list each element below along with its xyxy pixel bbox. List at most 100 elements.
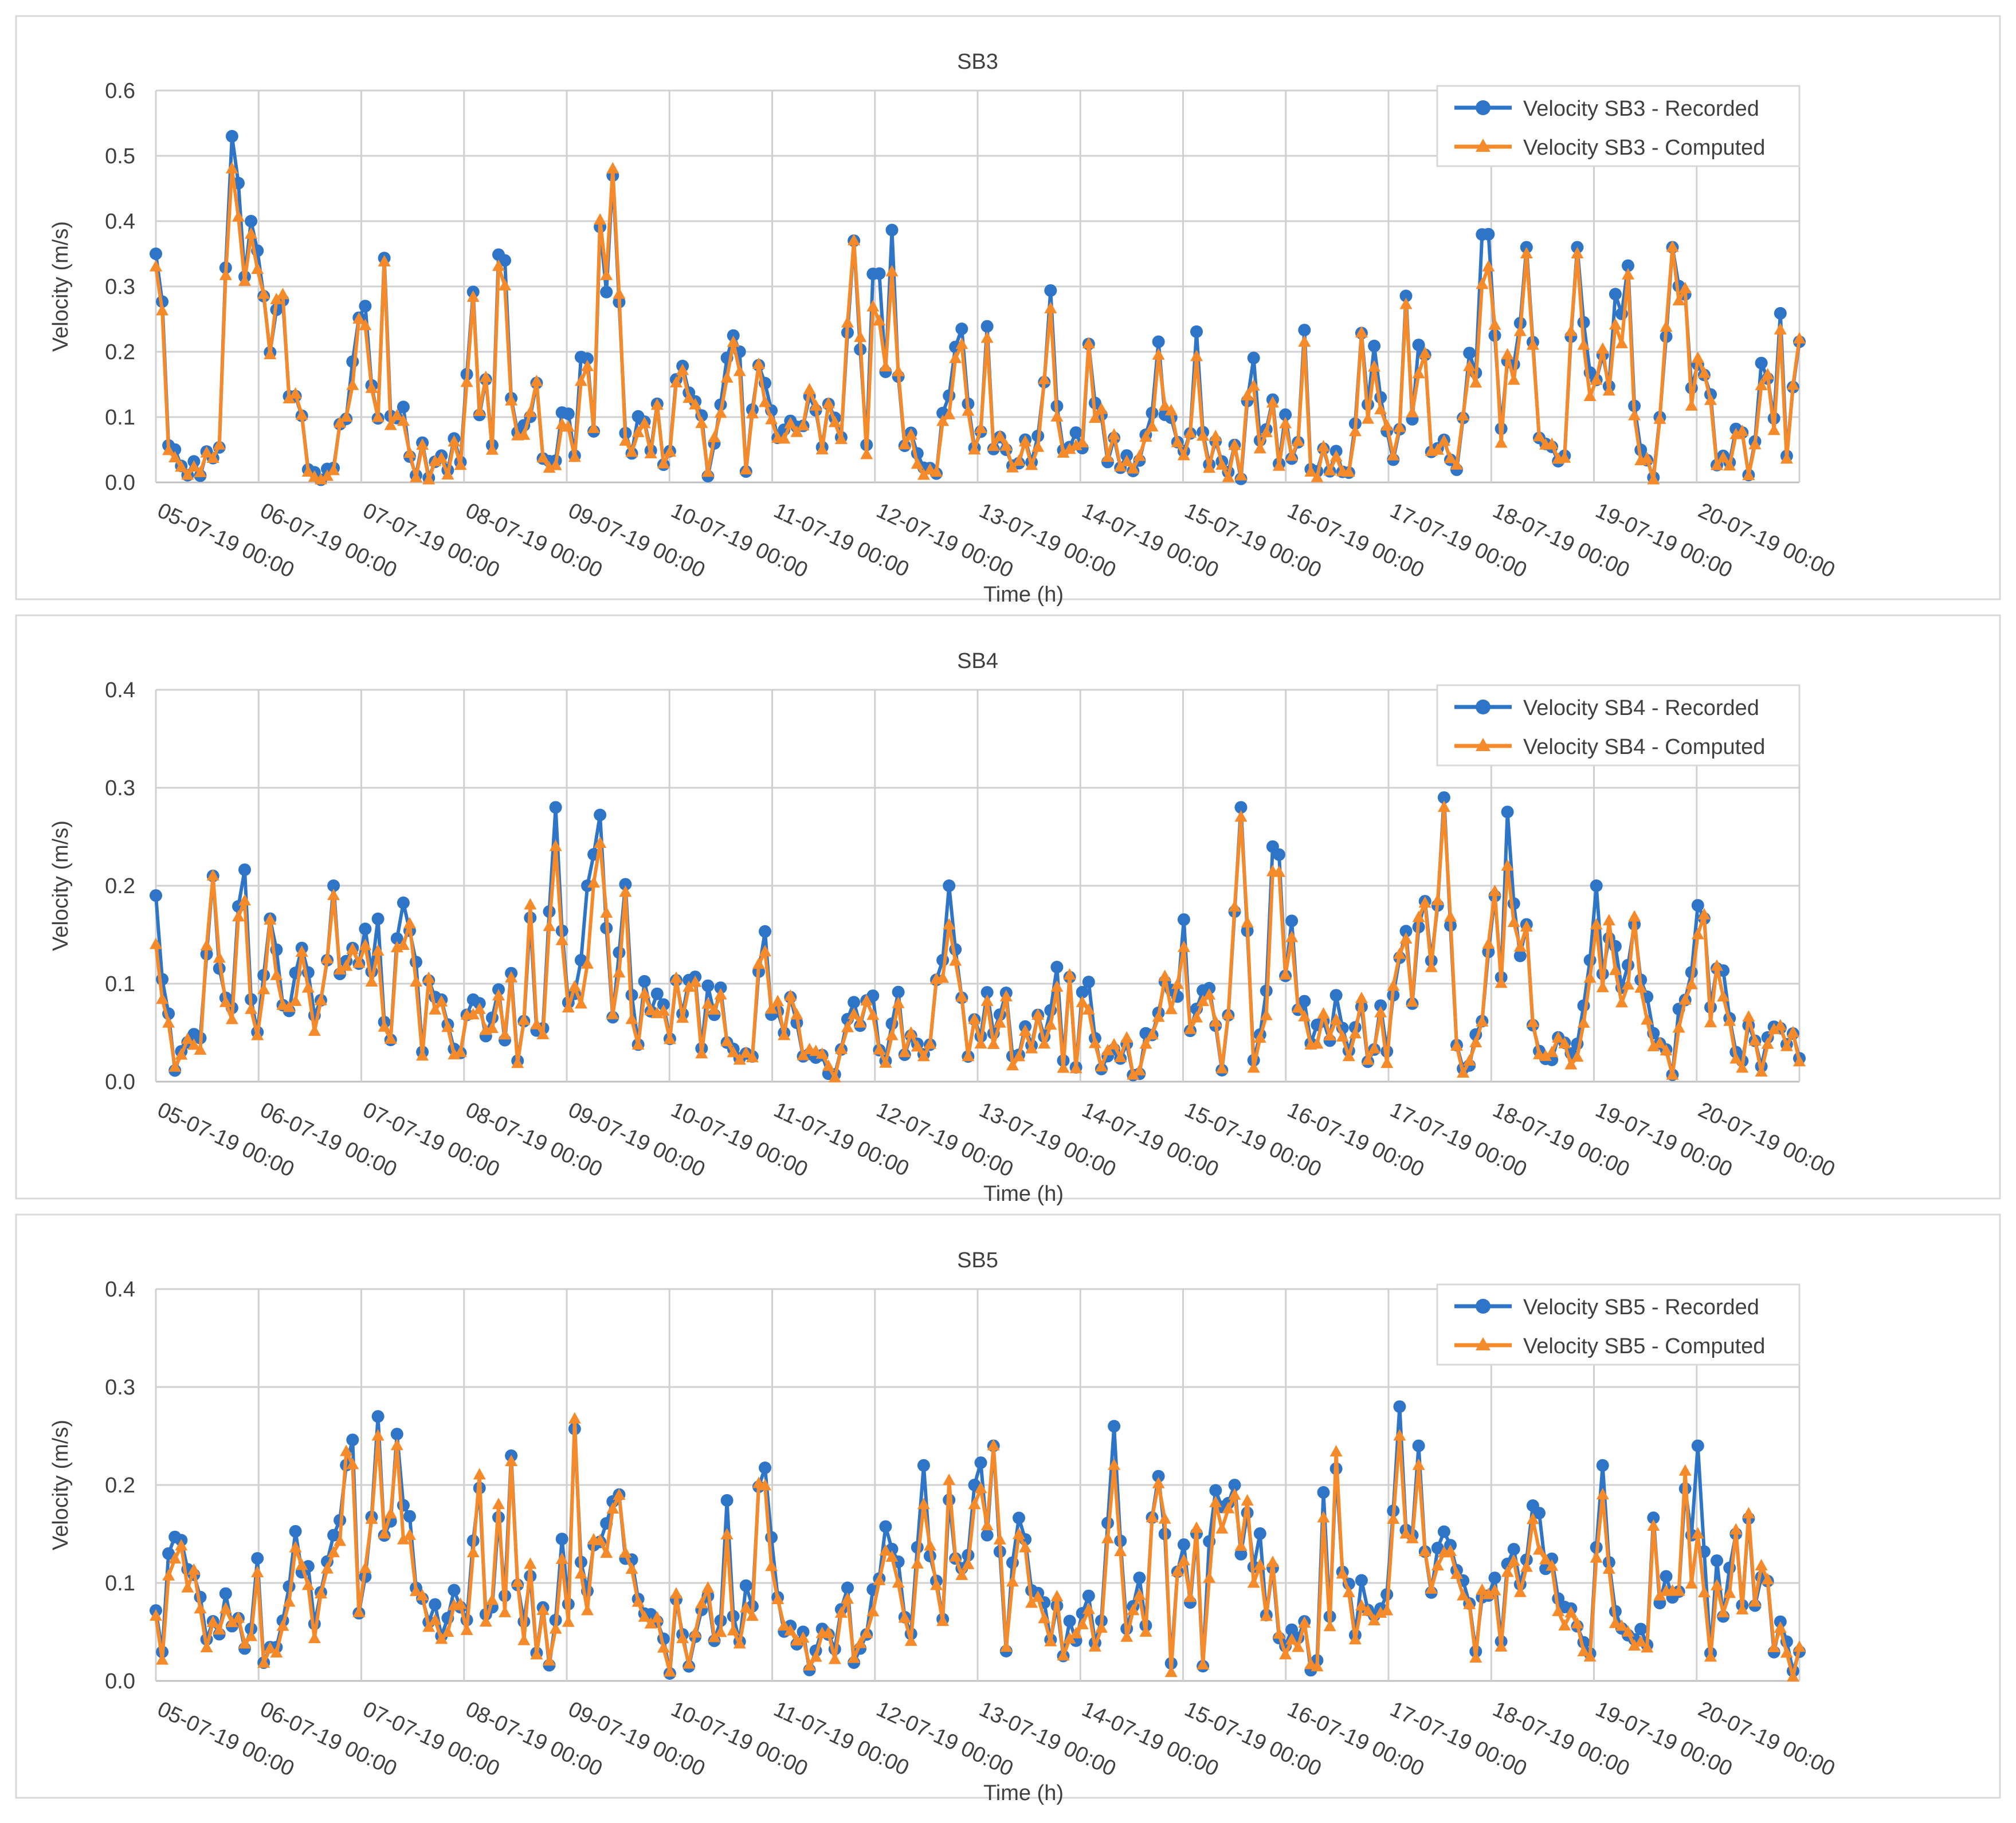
data-point-recorded — [289, 1525, 302, 1538]
data-point-computed — [683, 391, 696, 403]
data-point-computed — [1634, 1635, 1648, 1647]
data-point-computed — [765, 1002, 778, 1014]
data-point-computed — [1368, 360, 1381, 372]
y-tick-label: 0.4 — [105, 210, 135, 234]
legend: Velocity SB4 - Recorded Velocity SB4 - Co… — [1436, 684, 1801, 767]
data-point-computed — [422, 1620, 436, 1632]
data-point-computed — [460, 375, 473, 387]
data-point-computed — [1761, 1037, 1774, 1049]
data-point-computed — [1742, 469, 1755, 481]
data-point-computed — [1038, 1037, 1051, 1049]
data-point-computed — [1393, 421, 1406, 433]
data-point-computed — [1704, 1650, 1717, 1662]
data-point-computed — [790, 1008, 803, 1020]
data-point-computed — [1596, 342, 1609, 354]
data-point-computed — [784, 989, 797, 1001]
data-point-computed — [1260, 1008, 1273, 1020]
data-point-computed — [181, 468, 194, 480]
data-point-computed — [1691, 928, 1704, 940]
data-point-computed — [752, 357, 765, 369]
data-point-computed — [1583, 971, 1597, 983]
data-point-recorded — [359, 300, 372, 313]
data-point-computed — [733, 364, 746, 376]
data-point-computed — [295, 1558, 308, 1570]
data-point-computed — [1120, 1031, 1133, 1043]
data-point-computed — [499, 278, 512, 290]
data-point-computed — [1526, 1512, 1539, 1525]
data-point-computed — [1780, 1646, 1793, 1658]
data-point-computed — [936, 1614, 950, 1626]
data-point-recorded — [403, 1510, 416, 1523]
data-point-computed — [1583, 390, 1597, 402]
data-point-computed — [708, 1631, 721, 1643]
data-point-computed — [809, 1650, 822, 1662]
data-point-recorded — [1234, 1547, 1248, 1561]
data-point-computed — [955, 990, 968, 1002]
data-point-computed — [974, 1482, 987, 1494]
data-point-computed — [1482, 1588, 1495, 1600]
data-point-computed — [873, 314, 886, 326]
y-tick-label: 0.1 — [105, 972, 135, 996]
data-point-computed — [1101, 450, 1115, 462]
data-point-recorded — [714, 981, 727, 995]
legend-marker-recorded — [1476, 1299, 1491, 1314]
data-point-recorded — [1774, 307, 1787, 320]
data-point-computed — [485, 443, 499, 455]
data-point-computed — [1362, 412, 1375, 424]
legend-label-computed: Velocity SB4 - Computed — [1523, 735, 1765, 759]
data-point-recorded — [650, 987, 664, 1000]
data-point-computed — [1317, 439, 1330, 451]
data-point-computed — [1450, 1567, 1464, 1580]
data-point-recorded — [1108, 1420, 1121, 1433]
data-point-recorded — [1399, 925, 1413, 938]
data-point-recorded — [327, 1529, 340, 1542]
data-point-computed — [1222, 1007, 1235, 1019]
data-point-computed — [308, 1024, 321, 1036]
data-point-computed — [257, 1656, 270, 1668]
data-point-computed — [943, 1473, 956, 1485]
data-point-computed — [200, 1640, 213, 1652]
data-point-computed — [638, 1610, 651, 1622]
data-point-computed — [517, 428, 531, 440]
data-point-computed — [1628, 1639, 1641, 1651]
data-point-computed — [828, 1652, 841, 1664]
data-point-computed — [334, 963, 347, 975]
data-point-computed — [746, 1609, 759, 1621]
data-point-computed — [245, 227, 258, 239]
data-point-computed — [962, 404, 975, 416]
data-point-computed — [1336, 1030, 1349, 1042]
data-point-computed — [416, 438, 429, 450]
data-point-computed — [1044, 1018, 1057, 1030]
data-point-computed — [943, 918, 956, 930]
data-point-computed — [327, 463, 340, 476]
data-point-computed — [346, 378, 359, 390]
data-point-computed — [1171, 977, 1184, 989]
data-point-computed — [683, 980, 696, 992]
data-point-computed — [422, 473, 436, 485]
data-point-computed — [1393, 1429, 1406, 1441]
data-point-computed — [1139, 1625, 1152, 1637]
data-point-computed — [289, 994, 302, 1006]
data-point-computed — [1063, 968, 1076, 980]
data-point-computed — [1190, 1011, 1203, 1023]
data-point-computed — [1279, 968, 1292, 980]
data-point-computed — [962, 1050, 975, 1062]
data-point-computed — [1526, 338, 1539, 350]
legend-marker-recorded — [1476, 700, 1491, 714]
data-point-computed — [429, 1613, 442, 1625]
data-point-computed — [911, 1040, 924, 1052]
data-point-computed — [1133, 1064, 1146, 1076]
data-point-computed — [752, 957, 765, 969]
data-point-computed — [1774, 1621, 1787, 1633]
data-point-recorded — [1609, 288, 1622, 301]
data-point-computed — [815, 1047, 829, 1059]
data-point-computed — [968, 1498, 981, 1510]
data-point-computed — [987, 439, 1000, 451]
data-point-recorded — [1691, 1439, 1704, 1452]
data-point-computed — [1348, 1633, 1362, 1645]
data-point-computed — [1393, 947, 1406, 959]
data-point-computed — [1437, 434, 1450, 446]
data-point-computed — [1222, 470, 1235, 482]
data-point-computed — [689, 1626, 702, 1638]
data-point-computed — [1761, 1573, 1774, 1585]
